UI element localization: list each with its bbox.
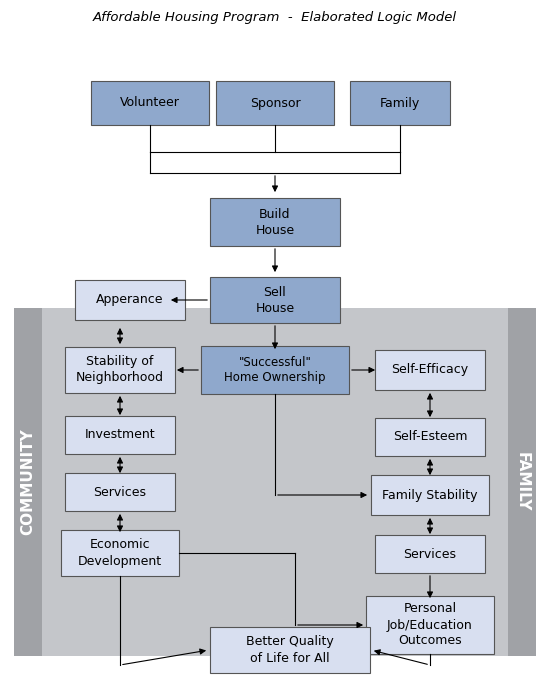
Text: FAMILY: FAMILY [514,452,530,511]
Text: Sponsor: Sponsor [250,97,300,110]
Bar [375,418,485,456]
Text: Volunteer: Volunteer [120,97,180,110]
Text: Better Quality
of Life for All: Better Quality of Life for All [246,635,334,665]
Text: Affordable Housing Program  -  Elaborated Logic Model: Affordable Housing Program - Elaborated … [93,12,457,25]
Bar [14,308,536,656]
Bar [210,277,340,323]
Text: Family Stability: Family Stability [382,488,478,501]
Bar [42,308,508,656]
Text: Personal
Job/Education
Outcomes: Personal Job/Education Outcomes [387,603,473,648]
Text: Sell
House: Sell House [255,285,295,315]
Text: "Successful"
Home Ownership: "Successful" Home Ownership [224,355,326,385]
Bar [350,81,450,125]
Text: Services: Services [404,548,456,560]
Bar [210,198,340,246]
Text: Stability of
Neighborhood: Stability of Neighborhood [76,355,164,385]
Bar [210,627,370,673]
Bar [61,530,179,576]
Bar [65,416,175,454]
Text: Self-Efficacy: Self-Efficacy [392,364,469,377]
Text: Investment: Investment [85,428,155,441]
Text: Apperance: Apperance [96,294,164,306]
Bar [201,346,349,394]
Bar [371,475,489,515]
Text: COMMUNITY: COMMUNITY [20,428,36,535]
Text: Economic
Development: Economic Development [78,539,162,567]
Bar [375,350,485,390]
Bar [91,81,209,125]
Text: Self-Esteem: Self-Esteem [393,430,468,443]
Bar [75,280,185,320]
Bar [216,81,334,125]
Text: Services: Services [94,486,146,498]
Bar [65,347,175,393]
Bar [65,473,175,511]
Text: Build
House: Build House [255,208,295,236]
Text: Family: Family [380,97,420,110]
Bar [375,535,485,573]
Bar [366,596,494,654]
